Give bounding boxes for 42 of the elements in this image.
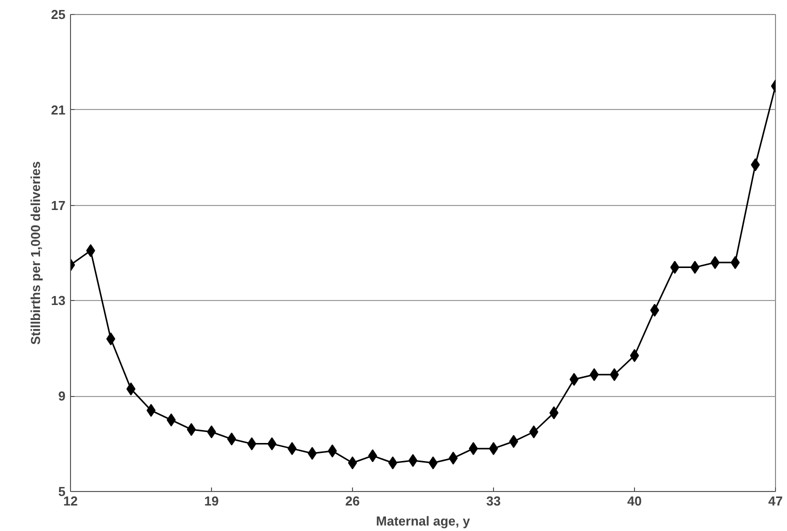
y-axis-title: Stillbirths per 1,000 deliveries [28,161,44,345]
point [610,368,619,382]
y-tick-label: 9 [58,388,66,404]
x-tick-label: 26 [345,494,360,508]
x-tick-label: 33 [486,494,501,508]
point [388,456,398,470]
point [368,449,378,462]
point [126,382,136,396]
point [529,425,538,438]
point [408,454,418,467]
point [227,432,236,446]
point [146,404,156,417]
point [308,446,317,460]
point [730,256,740,270]
x-axis-title: Maternal age, y [376,514,471,528]
point [288,442,297,456]
y-tick-label: 21 [51,102,66,118]
point [670,260,680,274]
x-tick-label: 47 [768,494,783,508]
point [328,444,337,458]
point [650,304,660,317]
point [468,442,478,456]
point [247,437,256,450]
point [106,332,116,346]
point [509,434,518,448]
x-tick-label: 40 [627,494,642,508]
point [166,413,176,426]
y-tick-label: 13 [51,293,66,308]
y-tick-label: 17 [51,198,66,213]
point [690,260,700,274]
x-tick-label: 19 [204,494,219,508]
point [590,368,599,382]
y-tick-label: 25 [51,7,66,22]
point [448,452,458,465]
point [267,437,276,450]
point [710,256,720,270]
point [549,406,558,420]
point [750,158,760,172]
point [428,456,438,470]
point [570,372,579,386]
point [186,422,196,436]
point [86,244,96,258]
